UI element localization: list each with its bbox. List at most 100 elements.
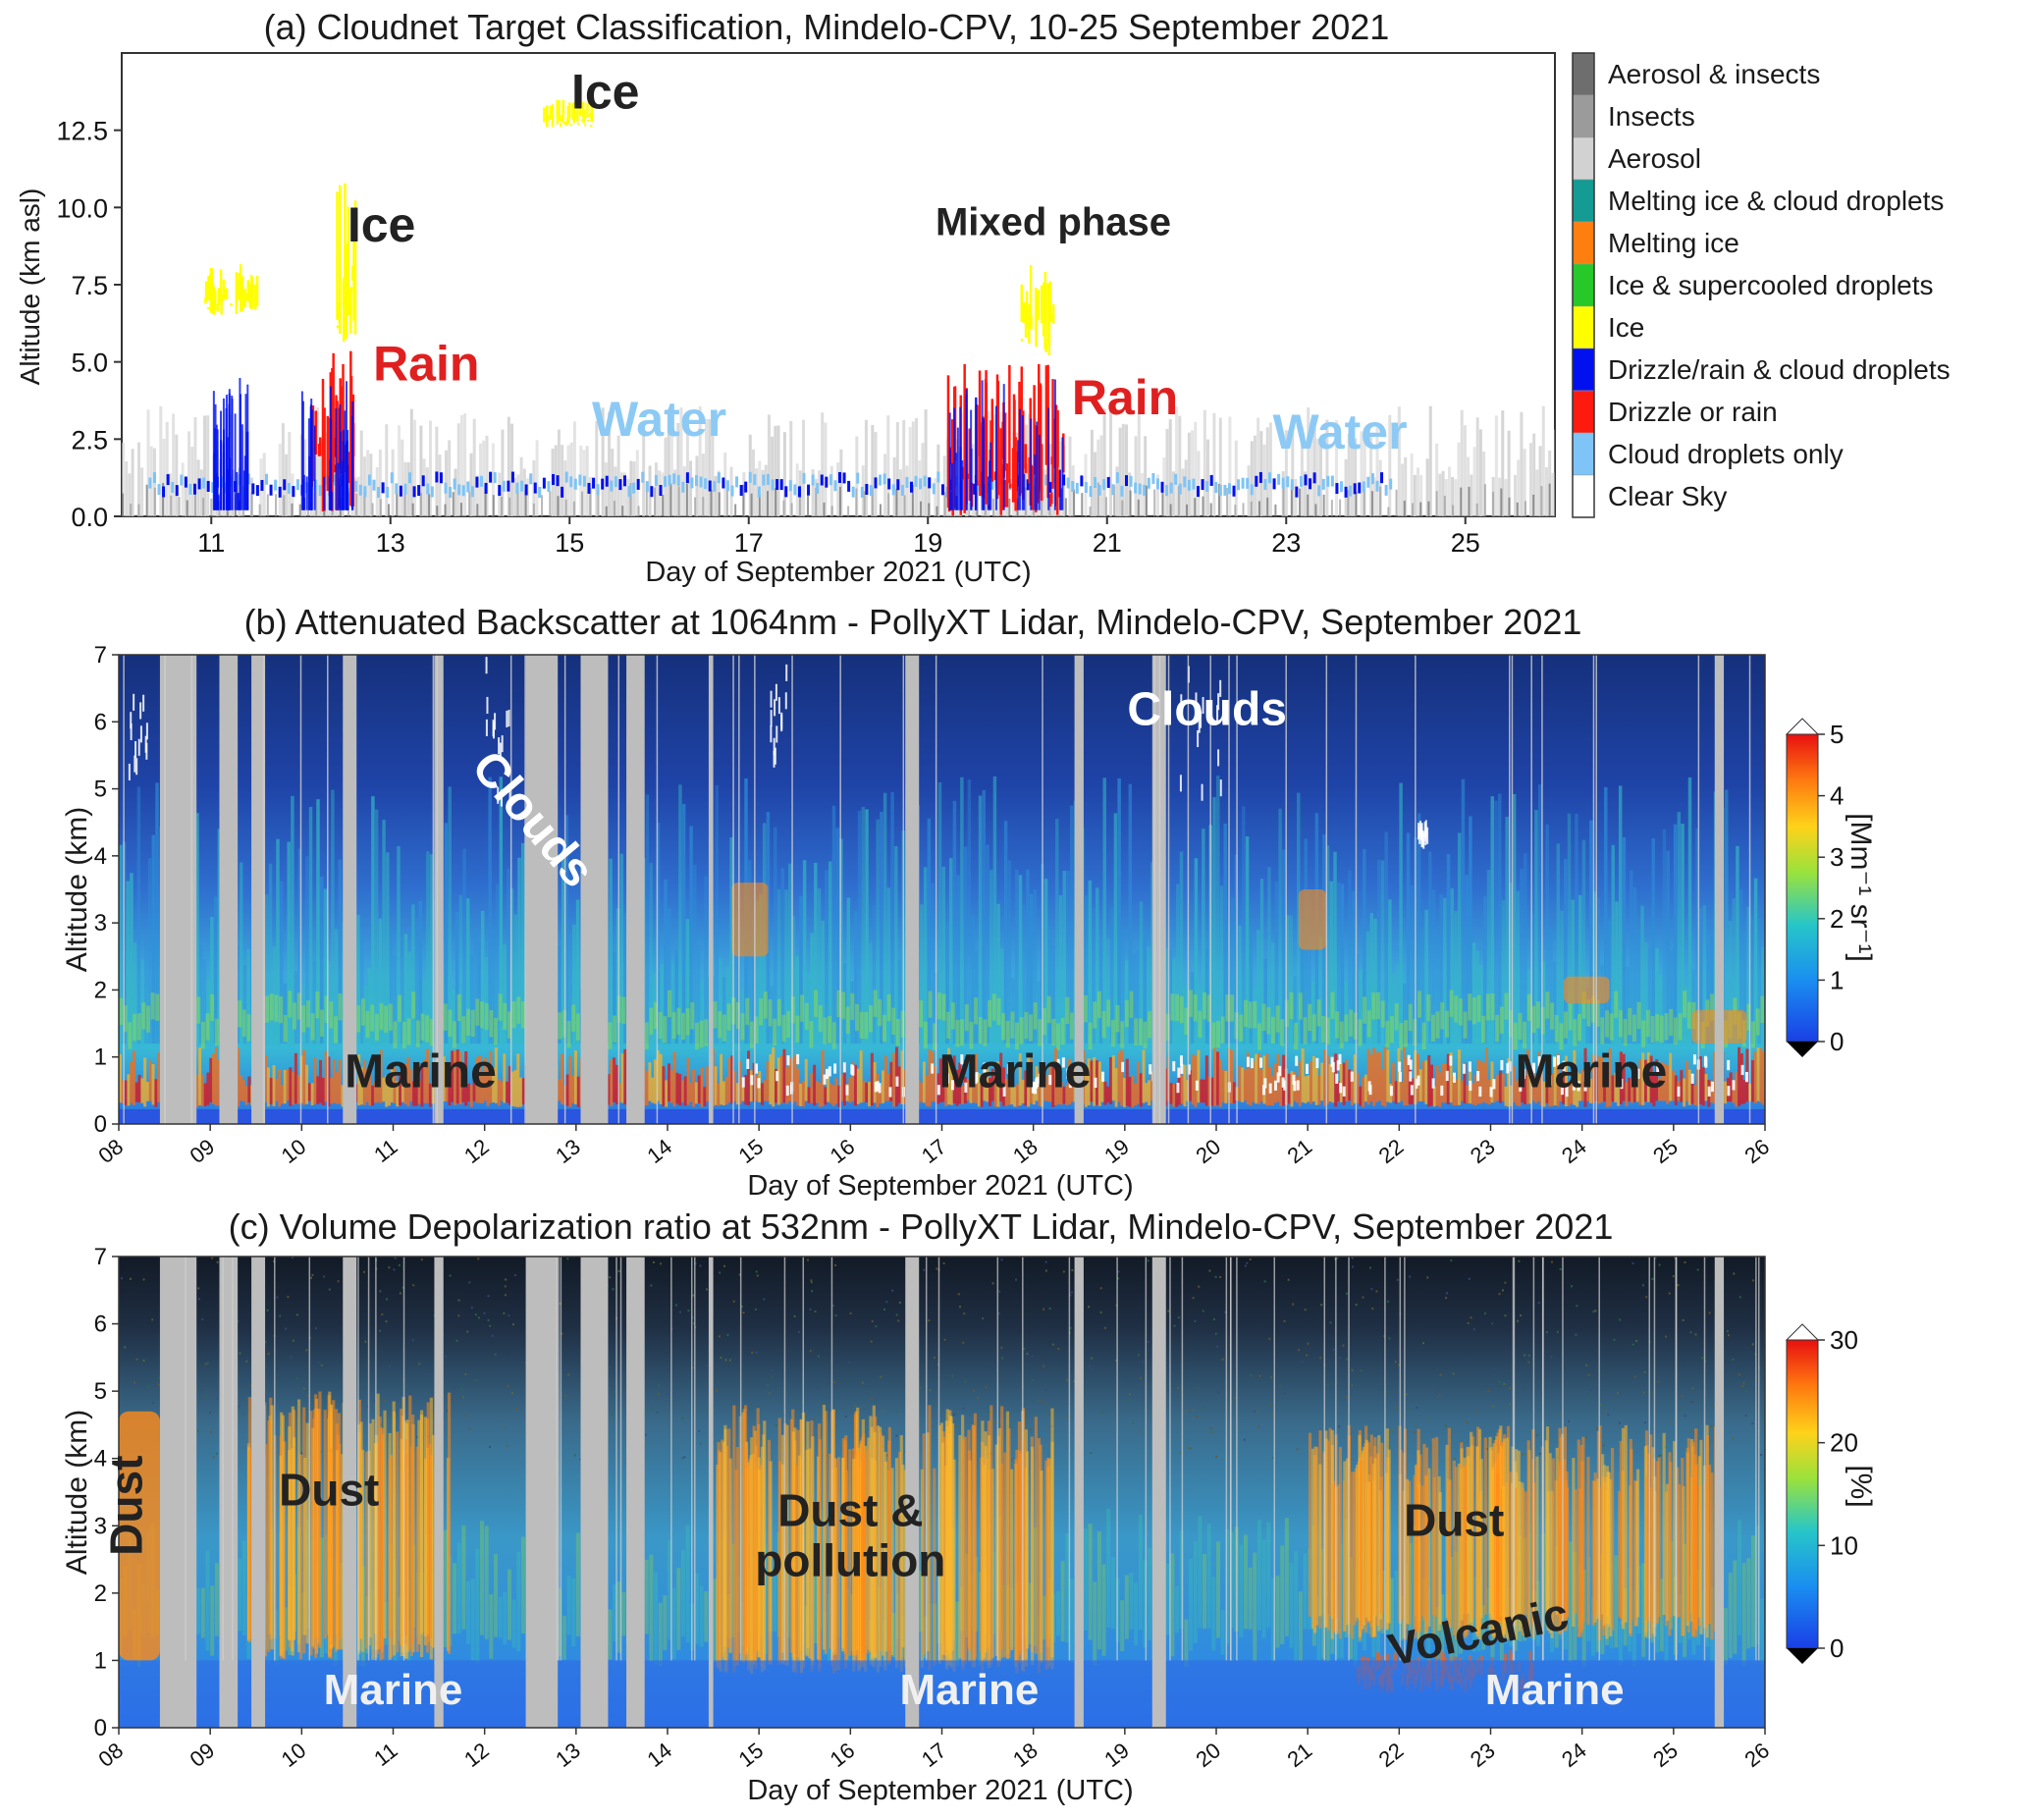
colorbar-tick-label: 30 [1830, 1325, 1858, 1355]
thin-gap [783, 1257, 786, 1661]
marine-layer-mark [132, 1050, 135, 1105]
cloud-top-mark [1453, 1072, 1457, 1083]
noise-speck [732, 1300, 735, 1303]
feature-mark [338, 302, 342, 324]
marine-layer-mark [145, 1082, 149, 1101]
data-gap [708, 655, 714, 1124]
backscatter-column [1670, 950, 1674, 1044]
cirrus-mark [775, 725, 778, 743]
aerosol-streak [1191, 430, 1195, 516]
insects-streak [170, 495, 173, 516]
noise-speck [657, 1384, 660, 1387]
backscatter-column [1230, 897, 1235, 1044]
transition-layer [1568, 1003, 1573, 1031]
noise-speck [1700, 1357, 1703, 1360]
cirrus-mark [1426, 827, 1429, 844]
feature-mark [342, 363, 345, 480]
transition-mark [566, 1576, 571, 1635]
x-tick-label: 17 [734, 528, 764, 558]
noise-speck [1186, 1446, 1189, 1449]
backscatter-column [894, 845, 898, 1044]
marine-layer-mark [451, 1050, 455, 1102]
aerosol-streak [626, 478, 630, 516]
transition-layer [1600, 1017, 1605, 1044]
marine-layer-mark [1298, 1060, 1302, 1106]
panel-a-marks [122, 99, 1555, 516]
aerosol-streak [905, 465, 909, 516]
cloud-droplet-mark [1326, 475, 1330, 487]
backscatter-column [1640, 905, 1644, 1044]
marine-layer-mark [1427, 1054, 1431, 1107]
noise-speck [1057, 1347, 1060, 1350]
cloud-top-mark [1711, 1081, 1715, 1093]
elevated-aerosol-patch [1298, 889, 1326, 950]
backscatter-column [729, 837, 733, 1044]
cloud-droplet-mark [1366, 476, 1370, 488]
transition-layer [828, 1016, 832, 1044]
transition-mark [1303, 1553, 1308, 1630]
marine-layer-mark [198, 1047, 202, 1106]
depol-mark [732, 1405, 736, 1673]
marine-layer-mark [928, 1048, 932, 1107]
transition-mark [1106, 1509, 1111, 1629]
aerosol-streak [146, 409, 150, 516]
cloud-top-mark [1398, 1071, 1402, 1083]
aerosol-streak [378, 449, 382, 516]
transition-layer [456, 993, 461, 1022]
marine-layer-mark [1674, 1075, 1678, 1105]
aerosol-streak [1109, 409, 1113, 516]
marine-layer-mark [1252, 1061, 1256, 1102]
panel-b-xlabel: Day of September 2021 (UTC) [747, 1170, 1133, 1202]
marine-layer-mark [478, 1055, 482, 1103]
marine-layer-mark [1614, 1072, 1618, 1102]
marine-layer-mark [266, 1067, 270, 1107]
feature-mark [318, 437, 322, 456]
panel-c: (c) Volume Depolarization ratio at 532nm… [61, 1206, 1877, 1806]
noise-speck [466, 1330, 469, 1333]
marine-layer-mark [571, 1075, 575, 1103]
marine-layer-mark [827, 1076, 830, 1102]
feature-mark [339, 185, 342, 335]
aerosol-streak [1401, 463, 1405, 516]
marine-layer-mark [1265, 1053, 1269, 1106]
depol-mark [281, 1415, 285, 1658]
cloud-droplet-mark [779, 479, 783, 491]
noise-speck [991, 1282, 994, 1285]
y-tick-label: 12.5 [56, 117, 108, 146]
backscatter-column [488, 776, 492, 1044]
cirrus-mark [775, 683, 777, 701]
thin-gap [558, 1257, 560, 1661]
insects-streak [685, 484, 688, 516]
backscatter-column [1058, 894, 1063, 1044]
backscatter-column [1618, 785, 1623, 1044]
insects-streak [193, 492, 196, 516]
noise-speck [1066, 1378, 1069, 1381]
noise-speck [854, 1404, 857, 1407]
backscatter-column [1245, 836, 1250, 1044]
noise-speck [1450, 1259, 1453, 1262]
noise-speck [1000, 1258, 1003, 1261]
noise-speck [692, 1362, 695, 1365]
depol-mark [967, 1450, 972, 1651]
noise-speck [1128, 1399, 1131, 1402]
cirrus-mark [486, 696, 489, 715]
depol-mark [1610, 1448, 1615, 1631]
backscatter-column [272, 946, 277, 1044]
noise-speck [1659, 1454, 1662, 1457]
backscatter-column [1363, 848, 1366, 1044]
noise-speck [929, 1389, 932, 1392]
backscatter-column [297, 848, 302, 1044]
marine-layer-mark [417, 1080, 421, 1104]
noise-speck [973, 1389, 976, 1392]
noise-speck [1674, 1257, 1677, 1259]
noise-speck [508, 1314, 510, 1317]
cloud-droplet-mark [762, 474, 766, 486]
depol-mark [361, 1449, 365, 1652]
transition-layer [1403, 1020, 1408, 1047]
marine-layer-mark [665, 1080, 668, 1107]
thin-gap [1703, 1257, 1706, 1661]
transition-mark [685, 1525, 690, 1643]
noise-speck [1570, 1285, 1573, 1288]
data-gap [434, 1257, 444, 1728]
